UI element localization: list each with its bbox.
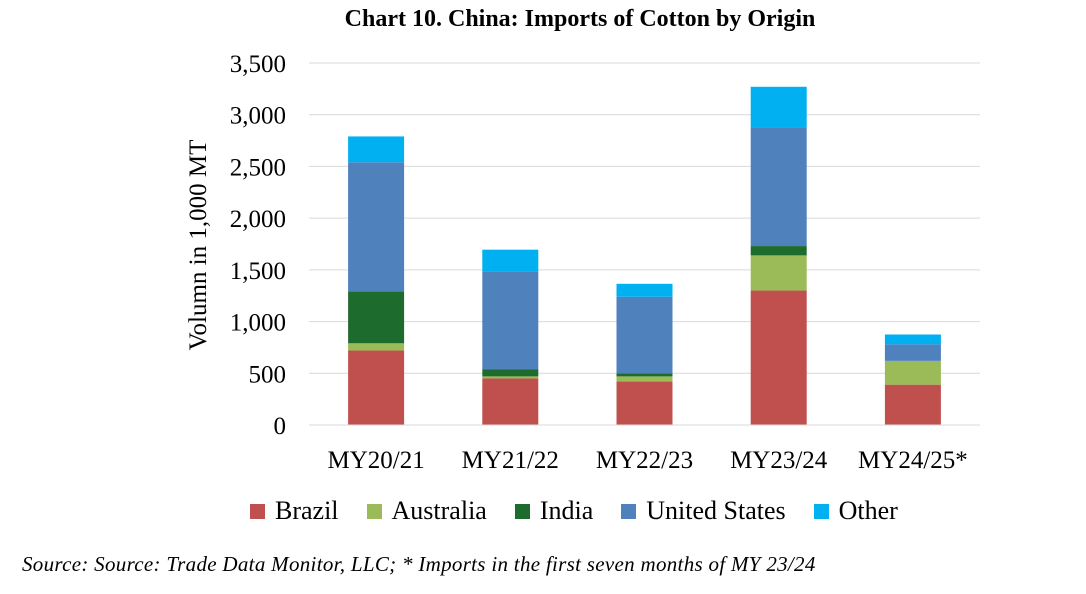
bar-segment-united-states <box>884 344 941 361</box>
legend-label: Other <box>838 496 898 525</box>
legend-item: India <box>514 496 594 526</box>
bars <box>348 86 941 425</box>
legend-label: Australia <box>391 496 487 525</box>
legend-swatch <box>813 503 829 519</box>
y-tick-label: 2,000 <box>230 206 286 233</box>
legend-item: Other <box>813 496 898 526</box>
bar-segment-india <box>616 373 673 377</box>
bar-segment-other <box>884 334 941 345</box>
x-tick-label: MY23/24 <box>730 447 828 474</box>
bar-segment-australia <box>884 360 941 385</box>
x-tick-label: MY21/22 <box>462 447 559 474</box>
y-tick-label: 3,500 <box>230 51 286 78</box>
bar-segment-brazil <box>884 384 941 425</box>
y-tick-label: 500 <box>249 361 287 388</box>
bar-segment-united-states <box>482 271 539 370</box>
legend-swatch <box>250 503 265 519</box>
bar-segment-united-states <box>750 127 807 247</box>
y-tick-label: 2,500 <box>230 154 286 181</box>
bar-segment-other <box>348 136 405 163</box>
y-tick-label: 1,000 <box>230 310 286 337</box>
bar-segment-brazil <box>482 378 539 425</box>
legend-swatch <box>621 503 637 519</box>
y-tick-label: 0 <box>274 413 287 440</box>
bar-segment-india <box>482 369 539 377</box>
legend-label: Brazil <box>275 496 339 525</box>
x-tick-label: MY22/23 <box>596 447 693 474</box>
bar-segment-other <box>616 283 673 297</box>
y-tick-label: 1,500 <box>230 258 286 285</box>
bar-segment-australia <box>616 376 673 382</box>
legend: Brazil Australia India United States Other <box>250 496 926 526</box>
bar-segment-other <box>750 86 807 128</box>
legend-swatch <box>366 503 382 519</box>
y-axis-ticks: 0 500 1,000 1,500 2,000 2,500 3,000 3,500 <box>230 51 286 440</box>
x-tick-label: MY20/21 <box>327 447 424 474</box>
legend-item: Australia <box>366 496 487 526</box>
bar-segment-other <box>482 249 539 272</box>
bar-segment-united-states <box>348 162 405 292</box>
legend-label: United States <box>646 496 786 525</box>
legend-label: India <box>539 496 594 525</box>
chart-title: Chart 10. China: Imports of Cotton by Or… <box>344 6 816 32</box>
x-axis-ticks: MY20/21 MY21/22 MY22/23 MY23/24 MY24/25* <box>327 447 967 474</box>
bar-segment-united-states <box>616 296 673 374</box>
y-tick-label: 3,000 <box>230 103 286 130</box>
x-tick-label: MY24/25* <box>858 447 968 474</box>
legend-item: Brazil <box>250 496 339 526</box>
bar-segment-brazil <box>348 350 405 425</box>
y-axis-title: Volumn in 1,000 MT <box>185 140 212 351</box>
legend-item: United States <box>621 496 786 526</box>
bar-segment-australia <box>750 255 807 291</box>
legend-swatch <box>514 503 530 519</box>
bar-segment-australia <box>348 343 405 351</box>
bar-segment-brazil <box>750 290 807 425</box>
bar-segment-brazil <box>616 381 673 425</box>
bar-segment-india <box>750 246 807 256</box>
bar-segment-india <box>348 291 405 344</box>
bar-segment-australia <box>482 376 539 379</box>
source-note: Source: Source: Trade Data Monitor, LLC;… <box>22 552 816 576</box>
